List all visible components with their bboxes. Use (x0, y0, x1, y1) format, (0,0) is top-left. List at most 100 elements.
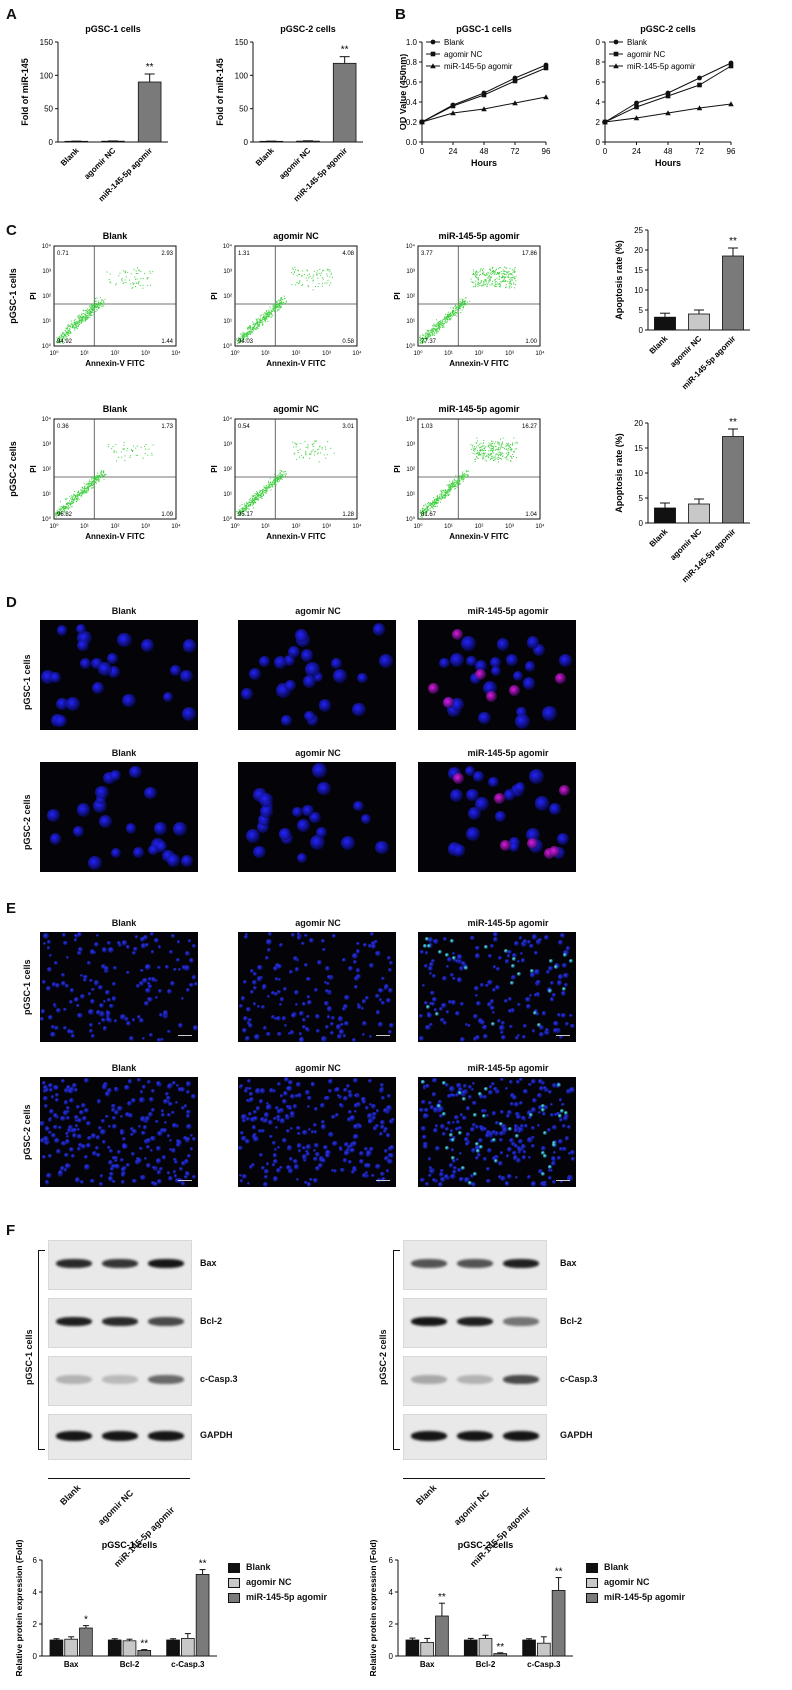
cell-nucleus (476, 1000, 482, 1006)
cell-nucleus (155, 1158, 162, 1164)
cell-nucleus (58, 1170, 64, 1176)
flow-dot (84, 485, 86, 487)
flow-dot (279, 302, 281, 304)
flow-dot (92, 485, 94, 487)
cell-nucleus (242, 1118, 247, 1123)
flow-dot (68, 335, 70, 337)
cell-nucleus (285, 1128, 291, 1134)
cell-nucleus (375, 1163, 381, 1170)
flow-dot (71, 506, 73, 508)
flow-dot (312, 279, 314, 281)
cell-nucleus (530, 1181, 537, 1187)
flow-dot (65, 327, 67, 329)
flow-dot (296, 443, 298, 445)
flow-dot (453, 313, 455, 315)
flow-dot (429, 509, 431, 511)
flow-dot (58, 512, 60, 514)
cell-nucleus (323, 1145, 329, 1150)
cell-nucleus (125, 1112, 130, 1118)
flow-dot (250, 330, 252, 332)
cell-nucleus (93, 950, 97, 955)
flow-dot (440, 320, 442, 322)
cell-nucleus (339, 1103, 343, 1107)
flow-dot (478, 452, 480, 454)
cell-nucleus (176, 1084, 180, 1088)
flow-dot (494, 441, 496, 443)
flow-dot (86, 311, 88, 313)
cell-nucleus (102, 999, 107, 1004)
flow-dot (461, 299, 463, 301)
flow-dot (245, 508, 247, 510)
bar (537, 1642, 551, 1657)
flow-dot (80, 492, 82, 494)
tunel-positive-nucleus (436, 1104, 441, 1109)
flow-dot (91, 306, 93, 308)
cell-nucleus (68, 999, 74, 1005)
flow-frame (234, 245, 358, 347)
flow-dot (439, 495, 441, 497)
flow-dot (507, 452, 509, 454)
cell-nucleus (277, 1146, 281, 1150)
flow-dot (263, 485, 265, 487)
flow-dot (442, 323, 444, 325)
cell-nucleus (91, 657, 103, 669)
flow-dot (444, 489, 446, 491)
cell-nucleus (488, 953, 493, 958)
flow-dot (484, 274, 486, 276)
flow-dot (432, 501, 434, 503)
flow-dot (113, 452, 115, 454)
flow-dot (67, 505, 69, 507)
flow-dot (93, 483, 95, 485)
flow-dot (253, 500, 255, 502)
cell-nucleus (522, 677, 536, 690)
cell-nucleus (306, 1182, 312, 1187)
flow-dot (489, 279, 491, 281)
flow-dot (147, 277, 149, 279)
y-tick-label: 50 (239, 105, 248, 114)
cell-nucleus (40, 1138, 46, 1144)
flow-dot (422, 334, 424, 336)
flow-dot (94, 475, 96, 477)
flow-dot (71, 502, 73, 504)
flow-dot (476, 271, 478, 273)
cell-nucleus (136, 1014, 142, 1020)
flow-dot (252, 330, 254, 332)
flow-dot (65, 506, 67, 508)
flow-dot (489, 447, 491, 449)
flow-dot (317, 286, 319, 288)
cell-nucleus (378, 1131, 383, 1136)
data-point (512, 78, 518, 84)
cell-nucleus (510, 1102, 514, 1106)
data-point (481, 106, 487, 112)
flow-dot (431, 507, 433, 509)
flow-dot (85, 318, 87, 320)
flow-dot (459, 307, 461, 309)
flow-dot (293, 271, 295, 273)
flow-dot (266, 316, 268, 318)
flow-dot (262, 316, 264, 318)
flow-dot (261, 322, 263, 324)
cell-nucleus (161, 1155, 167, 1160)
cell-nucleus (138, 1018, 144, 1024)
flow-dot (101, 303, 103, 305)
flow-dot (266, 491, 268, 493)
micrograph-dapi (238, 620, 396, 730)
flow-dot (452, 313, 454, 315)
flow-dot (492, 267, 494, 269)
flow-dot (434, 500, 436, 502)
flow-dot (293, 446, 295, 448)
cell-nucleus (559, 653, 573, 667)
flow-dot (510, 460, 512, 462)
flow-dot (318, 283, 320, 285)
flow-dot (100, 472, 102, 474)
flow-dot (97, 479, 99, 481)
flow-dot (457, 311, 459, 313)
flow-dot (450, 483, 452, 485)
e-row-label-pgsc2: pGSC-2 cells (22, 1104, 32, 1160)
flow-dot (448, 488, 450, 490)
cell-nucleus (77, 950, 82, 956)
cell-nucleus (181, 964, 187, 970)
flow-dot (303, 273, 305, 275)
flow-dot (88, 309, 90, 311)
flow-dot (245, 507, 247, 509)
